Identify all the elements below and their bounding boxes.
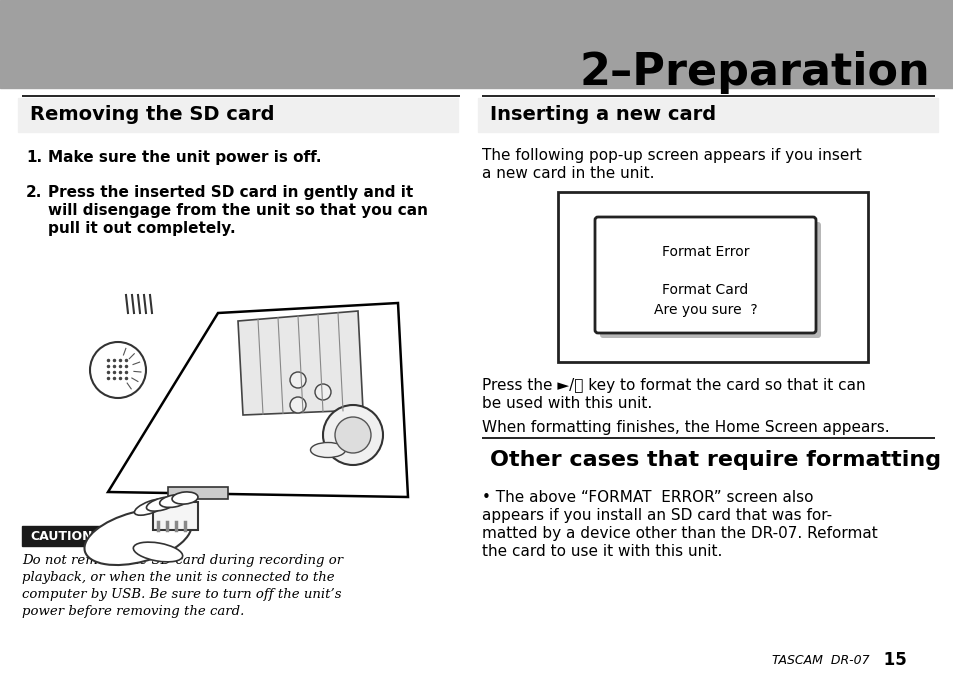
Circle shape: [323, 405, 382, 465]
Text: TASCAM  DR-07: TASCAM DR-07: [772, 654, 869, 667]
Bar: [558, 192, 867, 362]
Ellipse shape: [159, 495, 188, 508]
Polygon shape: [237, 311, 363, 415]
Circle shape: [90, 342, 146, 398]
Text: Are you sure  ?: Are you sure ?: [653, 303, 757, 317]
Text: will disengage from the unit so that you can: will disengage from the unit so that you…: [48, 203, 428, 218]
Ellipse shape: [147, 497, 177, 511]
Text: Format Error: Format Error: [661, 245, 748, 259]
Text: Press the ►/⏸ key to format the card so that it can: Press the ►/⏸ key to format the card so …: [481, 378, 864, 393]
Text: 2.: 2.: [26, 185, 42, 200]
Text: Format Card: Format Card: [661, 283, 748, 297]
Text: appears if you install an SD card that was for-: appears if you install an SD card that w…: [481, 508, 831, 523]
Polygon shape: [108, 303, 408, 497]
Text: matted by a device other than the DR-07. Reformat: matted by a device other than the DR-07.…: [481, 526, 877, 541]
Text: playback, or when the unit is connected to the: playback, or when the unit is connected …: [22, 571, 335, 584]
Text: pull it out completely.: pull it out completely.: [48, 221, 235, 236]
Text: Make sure the unit power is off.: Make sure the unit power is off.: [48, 150, 321, 165]
Text: Removing the SD card: Removing the SD card: [30, 106, 274, 124]
Bar: [168, 487, 228, 499]
Text: 1.: 1.: [26, 150, 42, 165]
Text: Other cases that require formatting: Other cases that require formatting: [490, 450, 941, 470]
Bar: [0, 0, 953, 88]
Text: computer by USB. Be sure to turn off the unit’s: computer by USB. Be sure to turn off the…: [22, 588, 341, 601]
Text: Inserting a new card: Inserting a new card: [490, 106, 716, 124]
Circle shape: [290, 397, 306, 413]
Ellipse shape: [172, 492, 198, 504]
FancyBboxPatch shape: [599, 222, 821, 338]
Text: When formatting finishes, the Home Screen appears.: When formatting finishes, the Home Scree…: [481, 420, 889, 435]
Text: Press the inserted SD card in gently and it: Press the inserted SD card in gently and…: [48, 185, 413, 200]
Text: Do not remove the SD card during recording or: Do not remove the SD card during recordi…: [22, 554, 343, 567]
Ellipse shape: [133, 542, 182, 562]
FancyBboxPatch shape: [152, 502, 198, 530]
Ellipse shape: [134, 499, 168, 515]
Text: the card to use it with this unit.: the card to use it with this unit.: [481, 544, 721, 559]
Text: a new card in the unit.: a new card in the unit.: [481, 166, 654, 181]
Circle shape: [314, 384, 331, 400]
Text: The following pop-up screen appears if you insert: The following pop-up screen appears if y…: [481, 148, 861, 163]
Bar: [477, 98, 937, 132]
Ellipse shape: [85, 509, 192, 565]
Ellipse shape: [310, 442, 345, 458]
Text: power before removing the card.: power before removing the card.: [22, 605, 244, 618]
Bar: [22, 526, 102, 546]
Text: CAUTION: CAUTION: [30, 530, 93, 543]
Text: 2–Preparation: 2–Preparation: [578, 51, 929, 93]
Text: • The above “FORMAT  ERROR” screen also: • The above “FORMAT ERROR” screen also: [481, 490, 813, 505]
Text: be used with this unit.: be used with this unit.: [481, 396, 652, 411]
Text: 15: 15: [877, 651, 905, 669]
Circle shape: [335, 417, 371, 453]
Circle shape: [290, 372, 306, 388]
FancyBboxPatch shape: [595, 217, 815, 333]
Bar: [18, 98, 457, 132]
